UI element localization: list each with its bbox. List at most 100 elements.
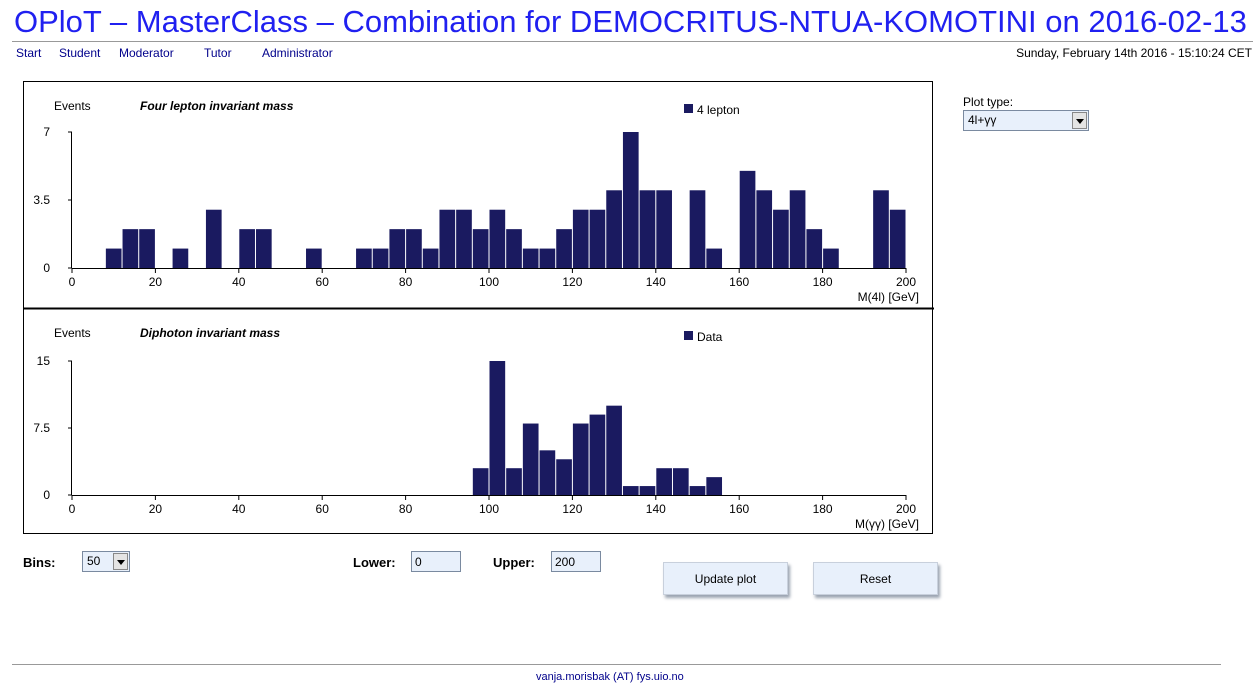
bins-select[interactable]: 50 xyxy=(82,551,130,572)
diphoton-x-tick-label: 60 xyxy=(316,502,330,516)
fourlepton-bar xyxy=(572,209,589,268)
diphoton-bar xyxy=(589,414,606,495)
fourlepton-x-tick-label: 40 xyxy=(232,275,246,289)
nav-administrator-link[interactable]: Administrator xyxy=(262,46,333,60)
fourlepton-x-tick-label: 180 xyxy=(813,275,833,289)
fourlepton-bar xyxy=(122,229,139,268)
diphoton-bar xyxy=(606,405,622,495)
fourlepton-bar xyxy=(639,190,656,268)
page-title: OPloT – MasterClass – Combination for DE… xyxy=(14,4,1247,39)
fourlepton-bar xyxy=(689,190,706,268)
plot-type-value: 4l+γγ xyxy=(968,113,997,127)
fourlepton-bar xyxy=(739,170,756,268)
fourlepton-bar xyxy=(656,190,672,268)
lower-label: Lower: xyxy=(353,555,396,570)
diphoton-x-tick-label: 20 xyxy=(149,502,163,516)
fourlepton-x-tick-label: 160 xyxy=(729,275,749,289)
fourlepton-bar xyxy=(773,209,789,268)
fourlepton-bar xyxy=(456,209,472,268)
fourlepton-bar xyxy=(472,229,489,268)
fourlepton-bar xyxy=(422,248,439,268)
diphoton-x-tick-label: 80 xyxy=(399,502,413,516)
fourlepton-bar xyxy=(889,209,906,268)
upper-label: Upper: xyxy=(493,555,535,570)
diphoton-bar xyxy=(706,477,723,495)
diphoton-x-tick-label: 40 xyxy=(232,502,246,516)
diphoton-bar xyxy=(522,423,539,495)
fourlepton-x-tick-label: 120 xyxy=(562,275,582,289)
diphoton-bar xyxy=(489,361,506,495)
fourlepton-legend-swatch xyxy=(684,104,693,113)
fourlepton-ylabel: Events xyxy=(54,99,91,113)
histogram-charts: Events Four lepton invariant mass 4 lepton… xyxy=(24,99,934,531)
nav-tutor-link[interactable]: Tutor xyxy=(204,46,232,60)
fourlepton-x-tick-label: 100 xyxy=(479,275,499,289)
plot-type-select[interactable]: 4l+γγ xyxy=(963,110,1089,131)
diphoton-ylabel: Events xyxy=(54,326,91,340)
fourlepton-y-tick-label: 7 xyxy=(43,125,50,139)
bins-label: Bins: xyxy=(23,555,56,570)
fourlepton-y-tick-label: 0 xyxy=(43,261,50,275)
fourlepton-bar xyxy=(873,190,889,268)
fourlepton-bar xyxy=(789,190,806,268)
diphoton-legend-swatch xyxy=(684,331,693,340)
update-plot-button[interactable]: Update plot xyxy=(663,562,788,595)
fourlepton-y-tick-label: 3.5 xyxy=(33,193,50,207)
lower-input[interactable] xyxy=(411,551,461,572)
fourlepton-bar xyxy=(139,229,155,268)
fourlepton-bar xyxy=(356,248,372,268)
diphoton-x-tick-label: 120 xyxy=(562,502,582,516)
fourlepton-bar xyxy=(556,229,572,268)
fourlepton-bar xyxy=(105,248,122,268)
nav-student-link[interactable]: Student xyxy=(59,46,101,60)
fourlepton-x-tick-label: 20 xyxy=(149,275,163,289)
diphoton-x-tick-label: 200 xyxy=(896,502,916,516)
fourlepton-x-tick-label: 0 xyxy=(69,275,76,289)
diphoton-bar xyxy=(556,459,572,495)
chevron-down-icon[interactable] xyxy=(1072,112,1087,129)
fourlepton-bar xyxy=(706,248,723,268)
fourlepton-bar xyxy=(172,248,189,268)
fourlepton-bar xyxy=(239,229,255,268)
diphoton-y-tick-label: 15 xyxy=(37,354,51,368)
fourlepton-bar xyxy=(606,190,622,268)
diphoton-x-tick-label: 100 xyxy=(479,502,499,516)
nav-moderator-link[interactable]: Moderator xyxy=(119,46,174,60)
plot-type-label: Plot type: xyxy=(963,95,1014,109)
reset-button[interactable]: Reset xyxy=(813,562,938,595)
footer-divider xyxy=(12,664,1221,665)
fourlepton-bar xyxy=(205,209,222,268)
fourlepton-legend-label: 4 lepton xyxy=(697,103,740,117)
fourlepton-bar xyxy=(506,229,522,268)
chevron-down-icon[interactable] xyxy=(113,553,128,570)
fourlepton-bar xyxy=(489,209,506,268)
fourlepton-bar xyxy=(539,248,556,268)
diphoton-bar xyxy=(689,486,706,495)
diphoton-xlabel: M(γγ) [GeV] xyxy=(855,517,919,531)
diphoton-x-tick-label: 0 xyxy=(69,502,76,516)
footer-contact: vanja.morisbak (AT) fys.uio.no xyxy=(536,671,684,683)
fourlepton-bar xyxy=(439,209,456,268)
plots-panel: Events Four lepton invariant mass 4 lepton… xyxy=(23,81,934,534)
diphoton-y-tick-label: 7.5 xyxy=(33,421,50,435)
diphoton-x-tick-label: 160 xyxy=(729,502,749,516)
fourlepton-bar xyxy=(756,190,773,268)
fourlepton-x-tick-label: 140 xyxy=(646,275,666,289)
current-datetime: Sunday, February 14th 2016 - 15:10:24 CE… xyxy=(1016,46,1252,60)
fourlepton-bar xyxy=(589,209,606,268)
bins-value: 50 xyxy=(87,554,101,568)
fourlepton-bar xyxy=(622,132,639,268)
diphoton-bar xyxy=(506,468,522,495)
diphoton-x-tick-label: 140 xyxy=(646,502,666,516)
upper-input[interactable] xyxy=(551,551,601,572)
nav-start-link[interactable]: Start xyxy=(16,46,42,60)
fourlepton-bar xyxy=(306,248,322,268)
fourlepton-bar xyxy=(823,248,839,268)
fourlepton-x-tick-label: 200 xyxy=(896,275,916,289)
title-divider xyxy=(12,41,1253,42)
diphoton-y-tick-label: 0 xyxy=(43,488,50,502)
fourlepton-bar xyxy=(255,229,272,268)
diphoton-legend-label: Data xyxy=(697,330,723,344)
fourlepton-x-tick-label: 60 xyxy=(316,275,330,289)
diphoton-bar xyxy=(656,468,672,495)
